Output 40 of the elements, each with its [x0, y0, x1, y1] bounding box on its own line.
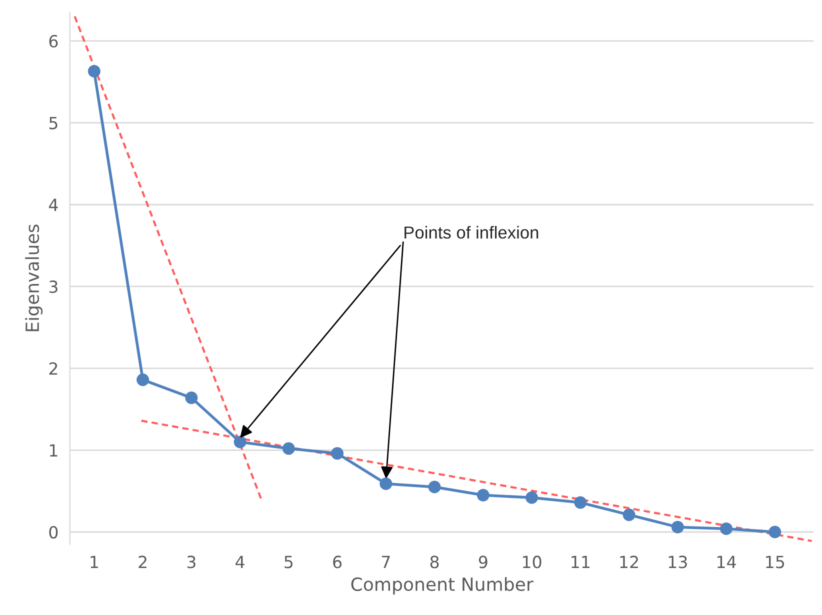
point	[136, 374, 150, 386]
point	[282, 442, 295, 455]
x-tick-label: 6	[333, 556, 342, 568]
y-tick-label: 2	[49, 362, 58, 375]
x-tick-label: 7	[382, 556, 390, 568]
x-tick-label: 13	[668, 556, 687, 568]
y-tick-label: 5	[49, 116, 58, 130]
x-tick-label: 3	[187, 556, 196, 568]
x-tick-label: 1	[90, 556, 98, 568]
x-tick-label: 8	[430, 556, 439, 568]
point	[380, 477, 392, 490]
y-tick-label: 6	[49, 34, 58, 48]
point	[88, 64, 100, 78]
point	[671, 520, 684, 534]
point	[185, 392, 198, 404]
point	[768, 526, 782, 538]
x-tick-label: 4	[236, 556, 244, 568]
x-tick-label: 2	[138, 556, 146, 568]
x-tick-label: 5	[284, 556, 293, 568]
point	[622, 508, 636, 522]
x-tick-label: 11	[572, 556, 590, 568]
point	[331, 447, 344, 460]
point	[428, 480, 441, 494]
point	[526, 491, 538, 504]
x-tick-label: 10	[523, 556, 542, 568]
point	[476, 488, 490, 502]
annotation: Points of inflexion	[404, 226, 538, 239]
x-tick-label: 12	[620, 556, 638, 568]
y-tick-label: 1	[50, 444, 58, 456]
x-tick-label: 9	[478, 556, 488, 568]
x-tick-label: 14	[717, 556, 736, 568]
point	[574, 496, 587, 509]
point	[234, 436, 246, 448]
y-tick-label: 0	[49, 526, 58, 539]
y-tick-label: 4	[48, 198, 58, 211]
y-axis-title: Eigenvalues	[25, 224, 43, 332]
x-tick-label: 15	[766, 556, 784, 568]
point	[720, 522, 733, 535]
y-tick-label: 3	[49, 280, 58, 294]
x-axis-title: Component Number	[351, 577, 534, 595]
